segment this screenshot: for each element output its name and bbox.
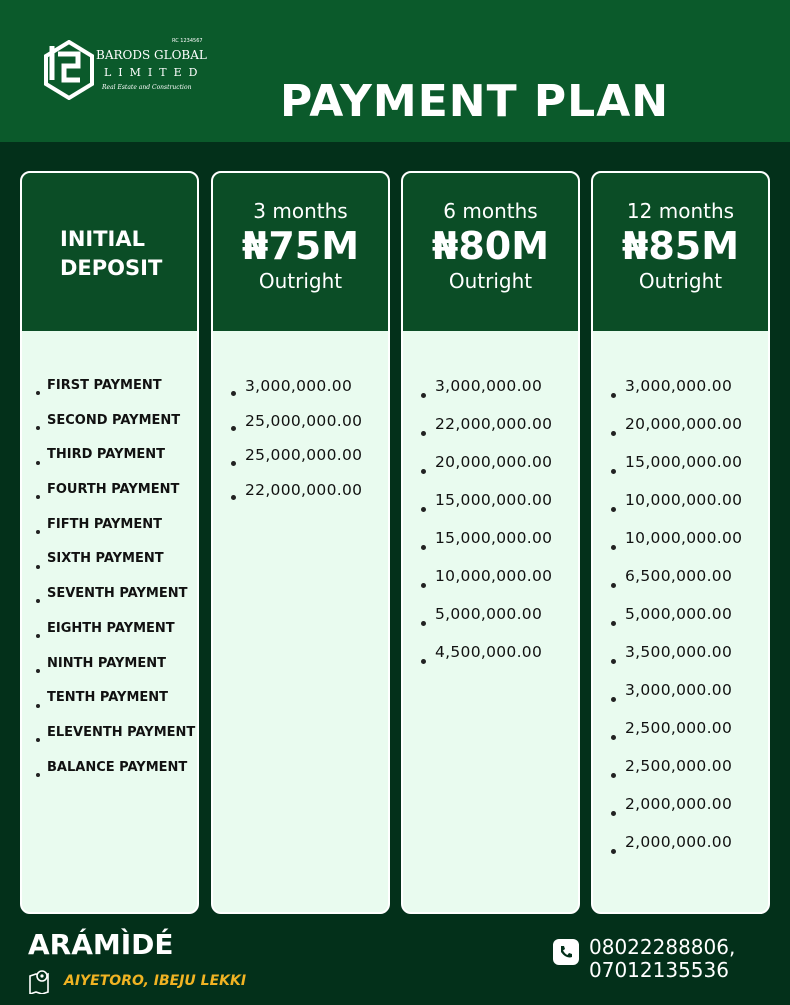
plan-card-6-months: 6 months ₦80M Outright 3,000,000.00 22,00… [401,171,580,914]
payment-label: SEVENTH PAYMENT [36,584,195,619]
payment-amount: 10,000,000.00 [611,528,742,566]
location: AIYETORO, IBEJU LEKKI [28,968,246,994]
payment-label: BALANCE PAYMENT [36,758,195,793]
payment-amount: 20,000,000.00 [611,414,742,452]
payment-amount: 2,500,000.00 [611,756,742,794]
payment-amount: 10,000,000.00 [611,490,742,528]
estate-name: ARÁMÌDÉ [28,928,174,961]
payment-label: SECOND PAYMENT [36,411,195,446]
payment-amount: 5,000,000.00 [421,604,552,642]
payment-label: SIXTH PAYMENT [36,549,195,584]
payment-amount: 15,000,000.00 [421,490,552,528]
payment-amount: 3,000,000.00 [421,376,552,414]
payment-label: FIFTH PAYMENT [36,515,195,550]
payment-amount: 22,000,000.00 [231,480,362,515]
payment-values: 3,000,000.00 25,000,000.00 25,000,000.00 22… [231,376,362,515]
payment-values: 3,000,000.00 20,000,000.00 15,000,000.00 10… [611,376,742,870]
company-logo: RC 1234567 BARODS GLOBAL LIMITED Real Es… [44,36,207,104]
payment-amount: 15,000,000.00 [421,528,552,566]
phone-number[interactable]: 07012135536 [589,958,729,982]
payment-amount: 2,000,000.00 [611,832,742,870]
payment-amount: 3,000,000.00 [611,680,742,718]
phone-number[interactable]: 08022288806, [589,935,736,959]
payment-amount: 6,500,000.00 [611,566,742,604]
payment-amount: 4,500,000.00 [421,642,552,680]
payment-amount: 25,000,000.00 [231,411,362,446]
plan-card-12-months: 12 months ₦85M Outright 3,000,000.00 20,0… [591,171,770,914]
header-band: RC 1234567 BARODS GLOBAL LIMITED Real Es… [0,0,790,142]
page-title: PAYMENT PLAN [280,76,670,127]
plan-price: ₦85M [621,224,740,268]
payment-amount: 5,000,000.00 [611,604,742,642]
payment-amount: 3,000,000.00 [231,376,362,411]
payment-amount: 2,500,000.00 [611,718,742,756]
payment-amount: 2,000,000.00 [611,794,742,832]
payment-label: ELEVENTH PAYMENT [36,723,195,758]
plan-price: ₦80M [431,224,550,268]
payment-amount: 3,000,000.00 [611,376,742,414]
payment-amount: 25,000,000.00 [231,445,362,480]
plan-card-3-months: 3 months ₦75M Outright 3,000,000.00 25,00… [211,171,390,914]
payment-amount: 3,500,000.00 [611,642,742,680]
payment-amount: 15,000,000.00 [611,452,742,490]
plan-price: ₦75M [241,224,360,268]
payment-amount: 10,000,000.00 [421,566,552,604]
brand-name: BARODS GLOBAL [96,48,207,62]
payment-label: FOURTH PAYMENT [36,480,195,515]
payment-label: NINTH PAYMENT [36,654,195,689]
payment-label: THIRD PAYMENT [36,445,195,480]
payment-labels: FIRST PAYMENT SECOND PAYMENT THIRD PAYMENT… [36,376,195,792]
payment-label: EIGHTH PAYMENT [36,619,195,654]
payment-amount: 20,000,000.00 [421,452,552,490]
payment-label: TENTH PAYMENT [36,688,195,723]
payment-values: 3,000,000.00 22,000,000.00 20,000,000.00 15… [421,376,552,680]
logo-house-icon [44,40,94,100]
phone-icon [553,939,579,965]
labels-card: INITIAL DEPOSIT FIRST PAYMENT SECOND PAYM… [20,171,199,914]
phone-contact: 08022288806, 07012135536 [553,936,735,982]
payment-amount: 22,000,000.00 [421,414,552,452]
payment-label: FIRST PAYMENT [36,376,195,411]
map-pin-icon [29,970,49,994]
